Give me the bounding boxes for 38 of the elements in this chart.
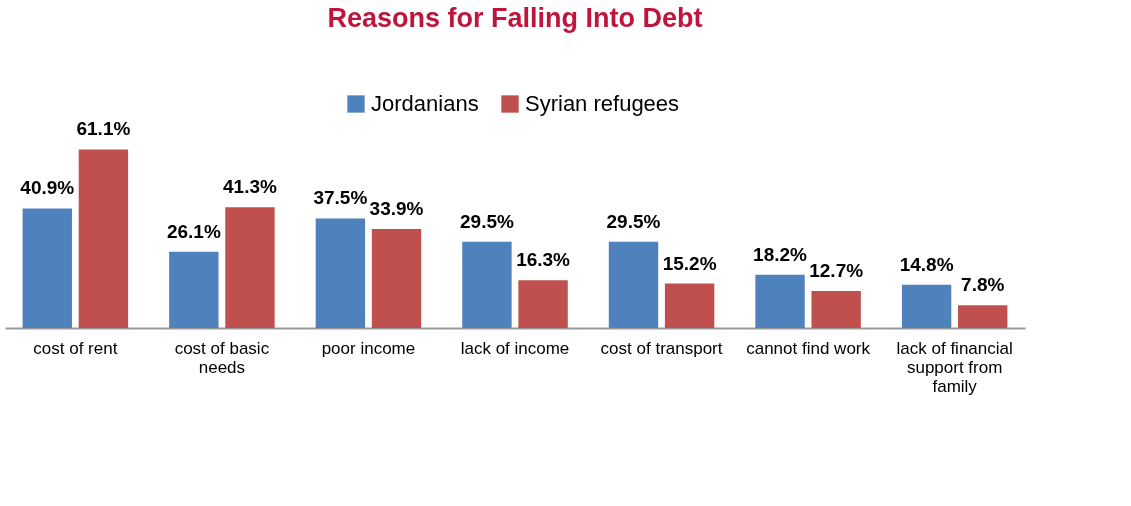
data-label: 40.9% (20, 177, 75, 199)
x-tick-label: cannot find work (746, 338, 871, 358)
data-label: 33.9% (369, 197, 424, 219)
data-label: 61.1% (76, 118, 131, 140)
bar (462, 241, 512, 328)
x-tick-label: lack of financial support from family (896, 338, 1013, 396)
bar (901, 284, 952, 328)
x-tick-label: lack of income (460, 338, 570, 358)
data-label: 26.1% (166, 220, 221, 242)
x-tick-label: cost of basic needs (174, 338, 270, 377)
data-label: 14.8% (899, 253, 954, 275)
bar (225, 207, 275, 328)
bar (664, 283, 715, 328)
bar (518, 280, 568, 328)
data-label: 12.7% (809, 259, 864, 281)
data-label: 29.5% (606, 210, 661, 232)
data-label: 16.3% (516, 249, 571, 271)
data-label: 29.5% (460, 210, 514, 232)
legend-label: Jordanians (371, 91, 479, 116)
bar (315, 218, 366, 328)
x-tick-label: poor income (321, 338, 416, 358)
bar (958, 305, 1008, 328)
bar (78, 149, 129, 328)
x-tick-label: cost of rent (33, 338, 118, 358)
data-label: 37.5% (313, 187, 368, 209)
bar (169, 251, 219, 328)
data-label: 18.2% (753, 243, 808, 265)
bar (371, 228, 422, 328)
bar (755, 274, 805, 328)
legend-label: Syrian refugees (525, 91, 680, 116)
chart-title: Reasons for Falling Into Debt (327, 3, 703, 33)
bar (22, 208, 72, 328)
data-label: 7.8% (961, 274, 1005, 296)
x-tick-label: cost of transport (600, 338, 723, 358)
bar (811, 290, 861, 328)
data-label: 41.3% (223, 176, 277, 198)
bar (608, 241, 659, 328)
data-label: 15.2% (662, 252, 717, 274)
